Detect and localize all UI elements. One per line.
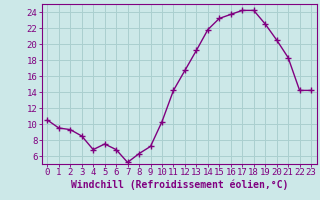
X-axis label: Windchill (Refroidissement éolien,°C): Windchill (Refroidissement éolien,°C)	[70, 180, 288, 190]
